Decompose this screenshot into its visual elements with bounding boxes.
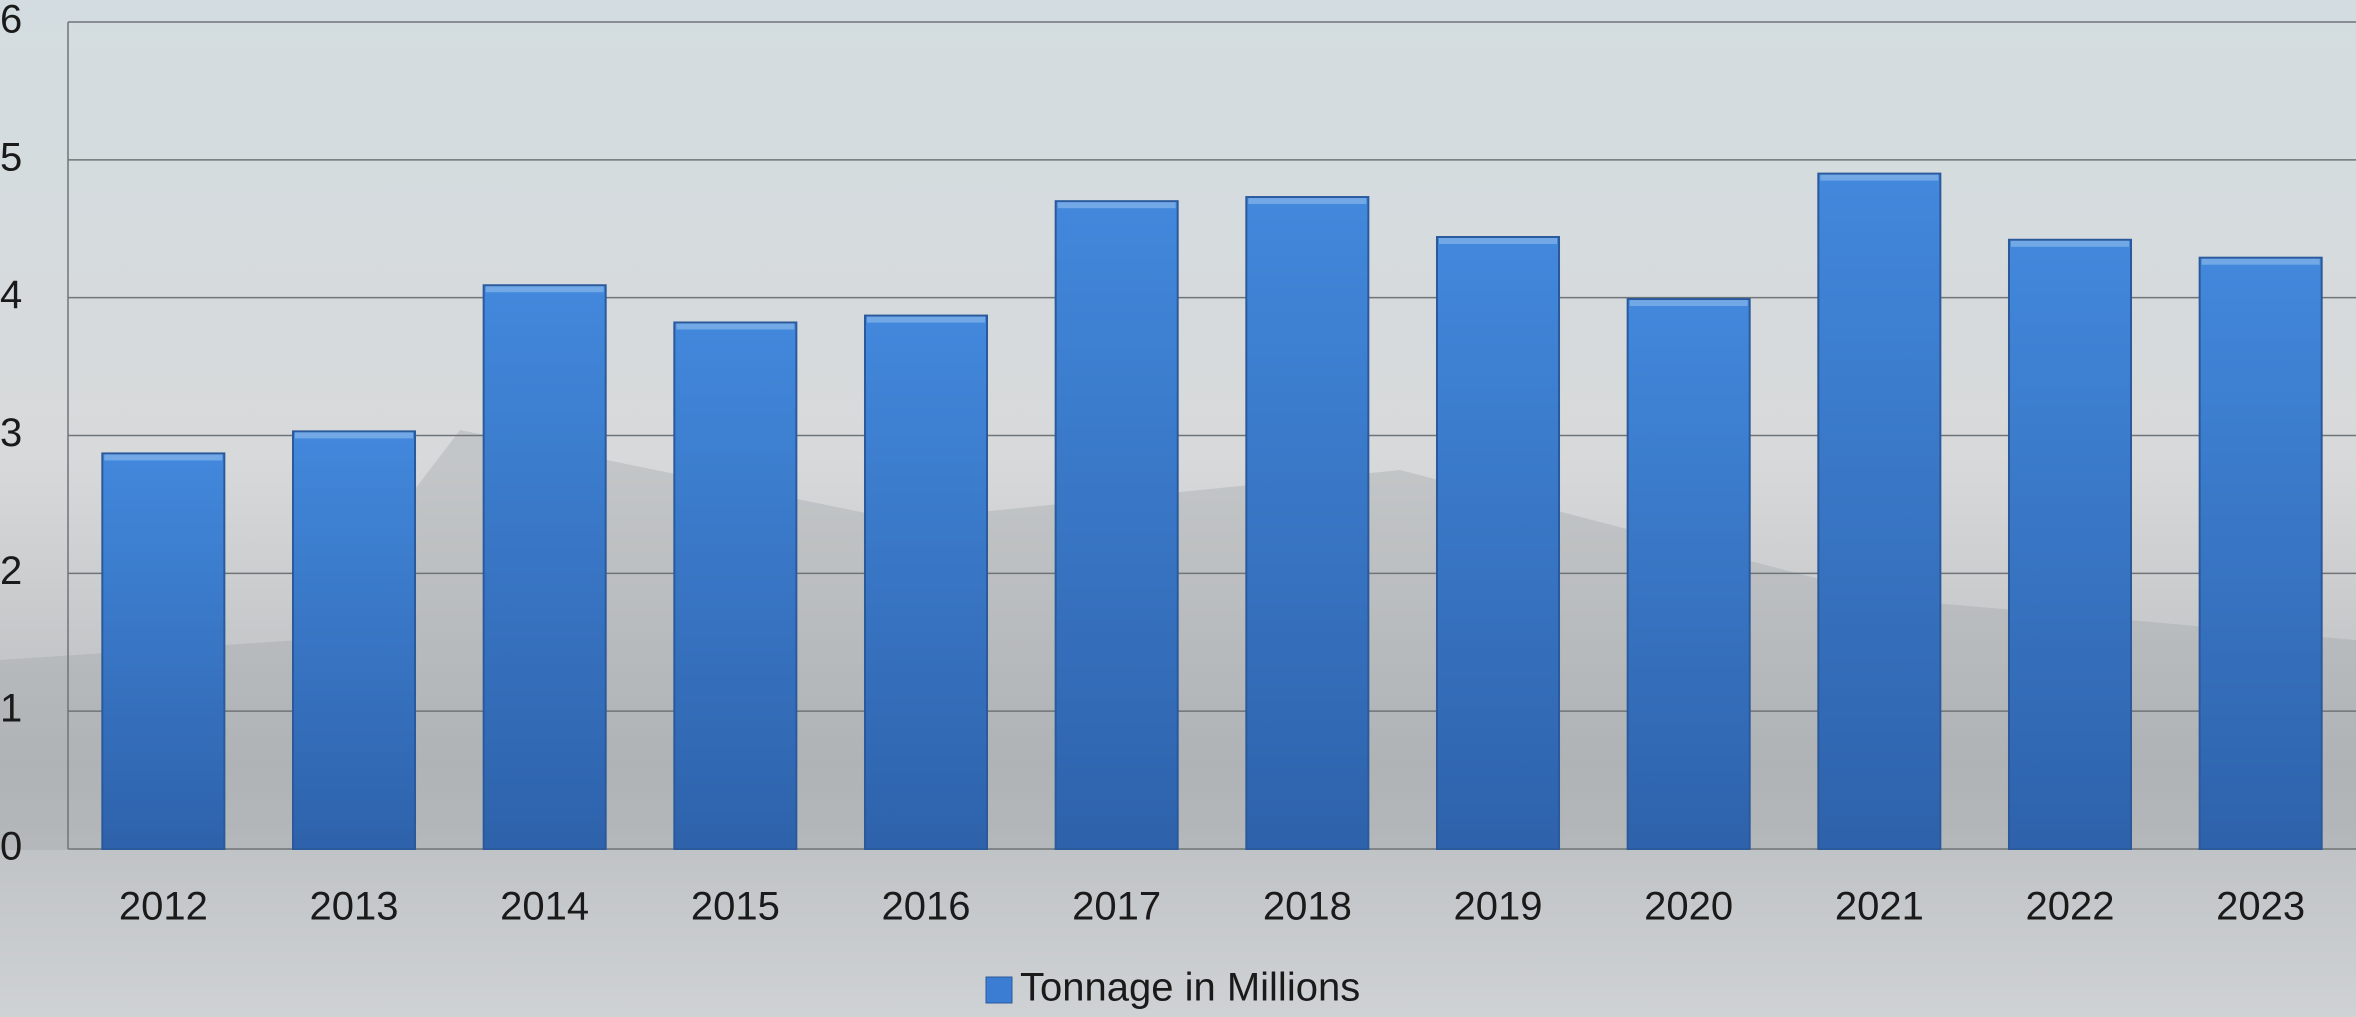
bar bbox=[482, 284, 607, 850]
y-tick-label: 5 bbox=[0, 135, 22, 179]
x-tick-label: 2014 bbox=[500, 885, 589, 929]
bar-highlight bbox=[485, 286, 604, 293]
bar-highlight bbox=[1438, 238, 1558, 245]
x-tick-label: 2022 bbox=[2026, 885, 2115, 929]
x-tick-label: 2016 bbox=[882, 885, 971, 929]
bar bbox=[1626, 298, 1751, 851]
bar-highlight bbox=[1248, 198, 1367, 205]
x-tick-label: 2021 bbox=[1835, 885, 1924, 929]
x-tick-label: 2023 bbox=[2216, 885, 2305, 929]
y-tick-label: 0 bbox=[0, 825, 22, 869]
bar-highlight bbox=[676, 323, 795, 330]
bar-highlight bbox=[294, 432, 414, 439]
x-tick-label: 2019 bbox=[1454, 885, 1543, 929]
y-tick-label: 4 bbox=[0, 273, 22, 317]
bar bbox=[2007, 238, 2133, 850]
x-tick-label: 2018 bbox=[1263, 885, 1352, 929]
bar-highlight bbox=[866, 316, 986, 323]
x-tick-label: 2015 bbox=[691, 885, 780, 929]
bar-highlight bbox=[2201, 258, 2320, 265]
y-tick-label: 2 bbox=[0, 549, 22, 593]
bar bbox=[101, 452, 226, 850]
x-tick-label: 2012 bbox=[119, 885, 208, 929]
bar-highlight bbox=[104, 454, 223, 461]
bar-highlight bbox=[1057, 202, 1176, 209]
bar bbox=[291, 430, 417, 850]
bar-highlight bbox=[1629, 300, 1748, 307]
bar bbox=[673, 321, 798, 850]
y-tick-label: 6 bbox=[0, 0, 22, 42]
bar bbox=[2198, 256, 2323, 850]
y-tick-label: 3 bbox=[0, 411, 22, 455]
legend-label: Tonnage in Millions bbox=[1020, 966, 1360, 1010]
bar bbox=[1054, 200, 1179, 850]
legend-marker bbox=[985, 976, 1013, 1004]
bar-highlight bbox=[2010, 240, 2130, 247]
bar bbox=[1817, 172, 1942, 851]
x-tick-label: 2013 bbox=[310, 885, 399, 929]
bar bbox=[1435, 236, 1561, 850]
x-tick-label: 2017 bbox=[1072, 885, 1161, 929]
x-tick-label: 2020 bbox=[1644, 885, 1733, 929]
bar bbox=[1245, 196, 1370, 850]
y-tick-label: 1 bbox=[0, 687, 22, 731]
bar-highlight bbox=[1820, 174, 1939, 181]
bar bbox=[863, 314, 989, 850]
